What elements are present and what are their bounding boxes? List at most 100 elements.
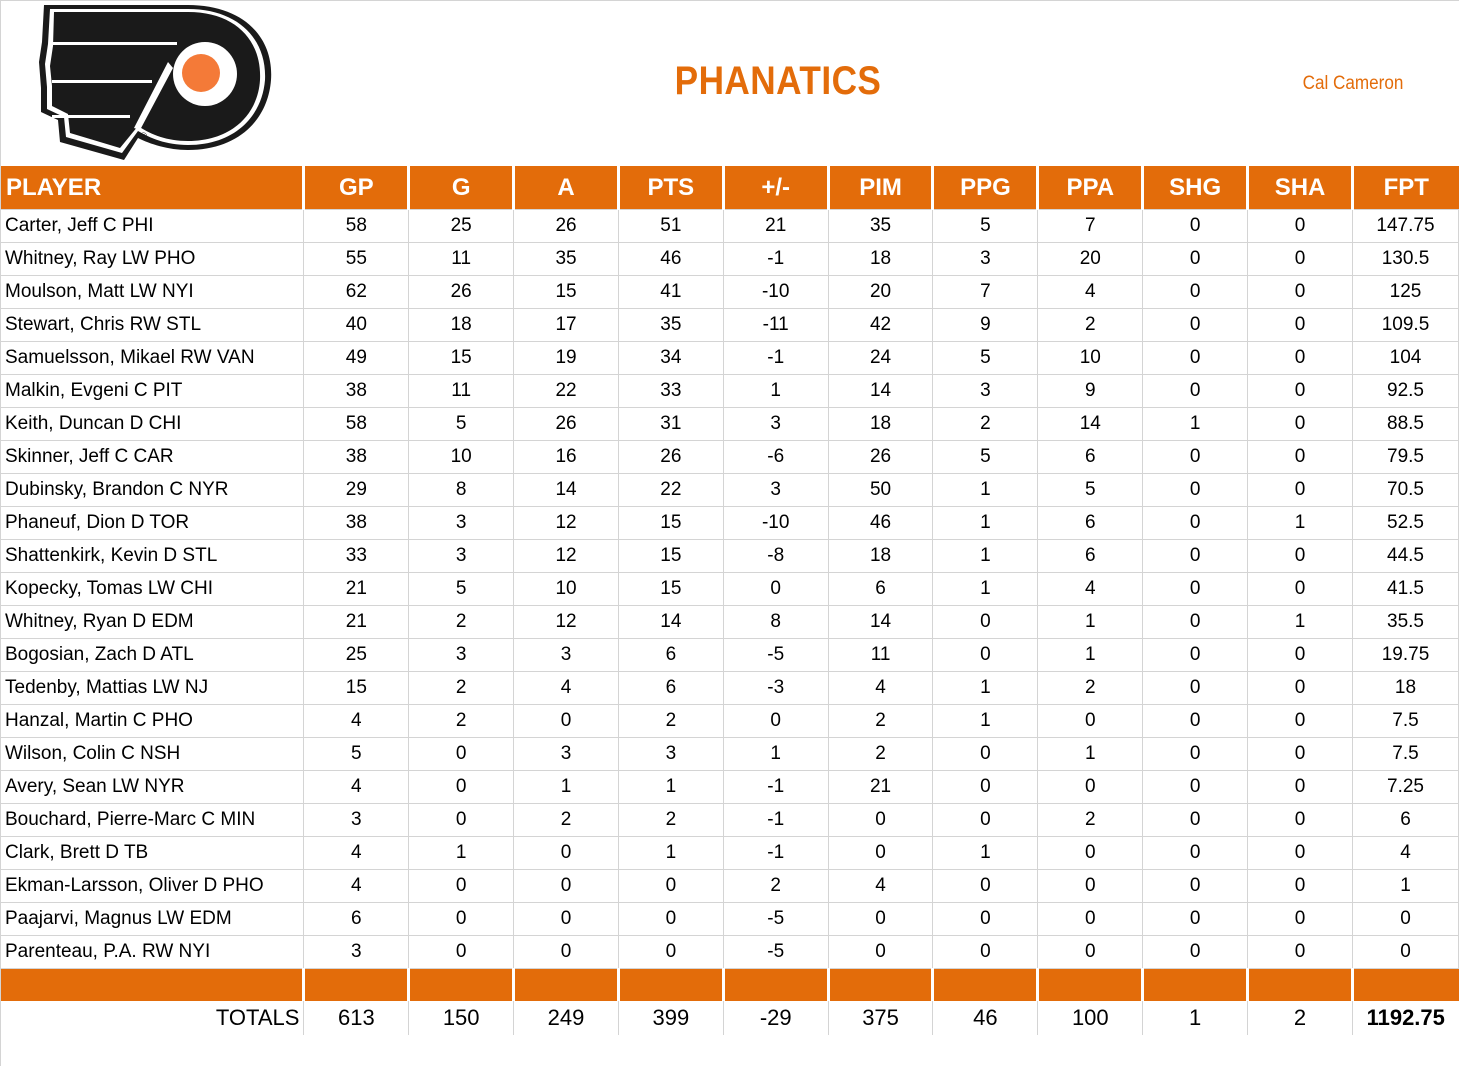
cell-plus-minus: -10 — [722, 275, 829, 309]
svg-text:®: ® — [139, 132, 148, 142]
cell-pts: 14 — [617, 605, 724, 639]
cell-a: 0 — [513, 902, 619, 936]
cell-fpt: 125 — [1351, 275, 1459, 309]
cell-ppg: 5 — [932, 209, 1039, 243]
cell-shg: 0 — [1142, 506, 1249, 540]
player-row: Malkin, Evgeni C PIT 38 11 22 33 1 14 3 9 0 0 92.5 — [1, 374, 1459, 408]
separator-cell — [1246, 968, 1353, 1001]
cell-ppa: 6 — [1037, 440, 1144, 474]
cell-player: Malkin, Evgeni C PIT — [1, 374, 305, 408]
cell-pim: 20 — [827, 275, 934, 309]
cell-pim: 18 — [827, 539, 934, 573]
cell-shg: 0 — [1142, 242, 1249, 276]
cell-g: 0 — [408, 902, 515, 936]
cell-fpt: 88.5 — [1351, 407, 1459, 441]
cell-pts: 0 — [617, 869, 724, 903]
cell-ppa: 9 — [1037, 374, 1144, 408]
cell-g: 5 — [408, 407, 515, 441]
cell-gp: 4 — [303, 704, 410, 738]
cell-player: Bogosian, Zach D ATL — [1, 638, 305, 672]
cell-pim: 18 — [827, 407, 934, 441]
cell-ppa: 0 — [1037, 836, 1144, 870]
cell-ppg: 0 — [932, 770, 1039, 804]
cell-sha: 0 — [1247, 902, 1353, 936]
cell-plus-minus: -11 — [722, 308, 829, 342]
cell-pts: 34 — [617, 341, 724, 375]
cell-fpt: 18 — [1351, 671, 1459, 705]
cell-g: 25 — [408, 209, 515, 243]
cell-fpt: 41.5 — [1351, 572, 1459, 606]
cell-shg: 0 — [1142, 638, 1249, 672]
player-row: Parenteau, P.A. RW NYI 3 0 0 0 -5 0 0 0 0 0 0 — [1, 935, 1459, 969]
cell-pts: 15 — [617, 506, 724, 540]
cell-pim: 0 — [827, 935, 934, 969]
cell-fpt: 35.5 — [1351, 605, 1459, 639]
cell-shg: 0 — [1142, 737, 1249, 771]
cell-sha: 0 — [1247, 209, 1353, 243]
totals-row: TOTALS 613 150 249 399 -29 375 46 100 1 … — [1, 1001, 1459, 1035]
cell-gp: 29 — [303, 473, 410, 507]
cell-ppg: 1 — [932, 539, 1039, 573]
cell-ppg: 3 — [932, 242, 1039, 276]
cell-player: Kopecky, Tomas LW CHI — [1, 572, 305, 606]
cell-g: 2 — [408, 605, 515, 639]
cell-ppg: 2 — [932, 407, 1039, 441]
cell-player: Carter, Jeff C PHI — [1, 209, 305, 243]
total-fpt: 1192.75 — [1351, 1001, 1459, 1035]
total-shg: 1 — [1142, 1001, 1248, 1035]
cell-ppa: 0 — [1037, 770, 1144, 804]
cell-g: 0 — [408, 770, 515, 804]
cell-g: 3 — [408, 638, 515, 672]
cell-shg: 0 — [1142, 341, 1249, 375]
cell-player: Skinner, Jeff C CAR — [1, 440, 305, 474]
cell-pts: 6 — [617, 638, 724, 672]
cell-sha: 0 — [1247, 638, 1353, 672]
cell-player: Samuelsson, Mikael RW VAN — [1, 341, 305, 375]
cell-sha: 0 — [1247, 935, 1353, 969]
cell-plus-minus: -1 — [722, 341, 829, 375]
cell-fpt: 7.25 — [1351, 770, 1459, 804]
col-header-fpt: FPT — [1350, 166, 1459, 210]
cell-pim: 4 — [827, 869, 934, 903]
cell-gp: 38 — [303, 440, 410, 474]
page-header: ® PHANATICS Cal Cameron — [1, 1, 1459, 166]
cell-g: 0 — [408, 737, 515, 771]
cell-a: 1 — [513, 770, 619, 804]
cell-ppg: 0 — [932, 935, 1039, 969]
cell-player: Bouchard, Pierre-Marc C MIN — [1, 803, 305, 837]
cell-gp: 49 — [303, 341, 410, 375]
separator-cell — [407, 968, 514, 1001]
cell-pim: 21 — [827, 770, 934, 804]
cell-pts: 3 — [617, 737, 724, 771]
totals-label: TOTALS — [215, 1005, 300, 1030]
cell-a: 3 — [513, 737, 619, 771]
cell-shg: 0 — [1142, 473, 1249, 507]
cell-pts: 22 — [617, 473, 724, 507]
cell-plus-minus: 0 — [722, 704, 829, 738]
owner-name: Cal Cameron — [1302, 73, 1404, 94]
cell-ppa: 5 — [1037, 473, 1144, 507]
cell-gp: 38 — [303, 374, 410, 408]
cell-g: 15 — [408, 341, 515, 375]
cell-pts: 2 — [617, 803, 724, 837]
cell-fpt: 0 — [1351, 902, 1459, 936]
cell-player: Clark, Brett D TB — [1, 836, 305, 870]
cell-pim: 6 — [827, 572, 934, 606]
separator-cell — [616, 968, 724, 1001]
cell-gp: 3 — [303, 803, 410, 837]
cell-ppg: 1 — [932, 671, 1039, 705]
cell-g: 0 — [408, 803, 515, 837]
player-row: Phaneuf, Dion D TOR 38 3 12 15 -10 46 1 6 0 1 52.5 — [1, 506, 1459, 540]
total-sha: 2 — [1247, 1001, 1353, 1035]
totals-separator — [1, 968, 1459, 1001]
cell-g: 5 — [408, 572, 515, 606]
cell-ppa: 10 — [1037, 341, 1144, 375]
cell-shg: 0 — [1142, 770, 1249, 804]
total-gp: 613 — [303, 1001, 409, 1035]
separator-cell — [512, 968, 619, 1001]
cell-pts: 33 — [617, 374, 724, 408]
player-row: Kopecky, Tomas LW CHI 21 5 10 15 0 6 1 4 0 0 41.5 — [1, 572, 1459, 606]
cell-ppg: 5 — [932, 440, 1039, 474]
cell-a: 26 — [513, 407, 619, 441]
col-header-sha: SHA — [1246, 166, 1353, 210]
